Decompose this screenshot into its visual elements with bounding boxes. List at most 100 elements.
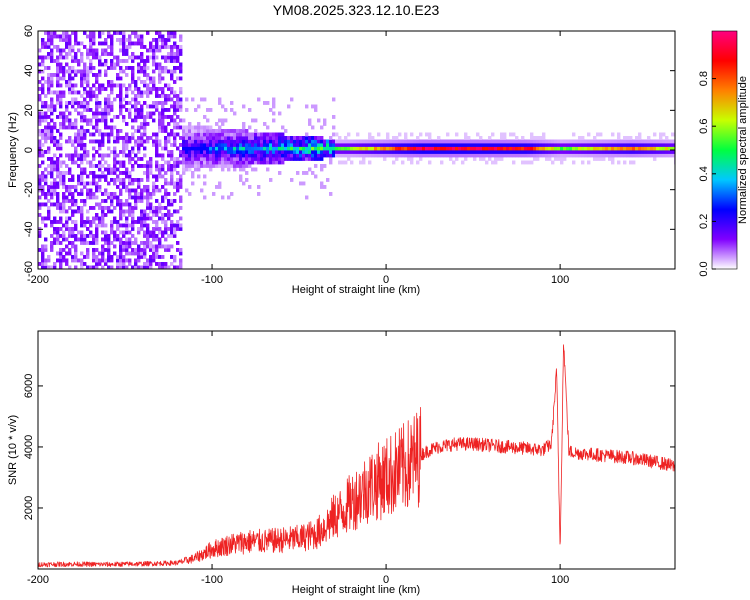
heatmap-cell: [173, 139, 177, 144]
heatmap-cell: [287, 153, 291, 158]
heatmap-cell: [656, 153, 660, 158]
heatmap-cell: [290, 97, 294, 102]
heatmap-cell: [275, 139, 279, 144]
heatmap-cell: [647, 146, 651, 151]
heatmap-cell: [62, 48, 66, 53]
heatmap-cell: [314, 108, 318, 112]
heatmap-cell: [215, 139, 219, 144]
heatmap-cell: [563, 150, 567, 154]
heatmap-cell: [41, 104, 45, 109]
heatmap-cell: [62, 160, 66, 165]
heatmap-cell: [452, 139, 456, 144]
heatmap-cell: [176, 181, 180, 186]
heatmap-cell: [545, 150, 549, 154]
heatmap-cell: [272, 157, 276, 161]
heatmap-cell: [341, 143, 345, 147]
heatmap-cell: [71, 258, 75, 263]
heatmap-cell: [245, 139, 249, 144]
heatmap-cell: [104, 160, 108, 165]
heatmap-cell: [371, 146, 375, 151]
y-tick-label: 4000: [23, 435, 35, 459]
heatmap-cell: [170, 178, 174, 182]
heatmap-cell: [308, 153, 312, 158]
heatmap-cell: [227, 143, 231, 147]
heatmap-cell: [407, 143, 411, 147]
heatmap-cell: [92, 181, 96, 186]
heatmap-cell: [233, 153, 237, 158]
heatmap-cell: [38, 150, 42, 154]
heatmap-cell: [638, 132, 642, 137]
heatmap-cell: [128, 66, 132, 70]
heatmap-cell: [38, 69, 42, 74]
heatmap-cell: [143, 251, 147, 256]
heatmap-cell: [143, 223, 147, 228]
heatmap-cell: [86, 34, 90, 39]
heatmap-cell: [68, 90, 72, 95]
heatmap-cell: [59, 34, 63, 39]
heatmap-cell: [173, 157, 177, 161]
heatmap-cell: [158, 80, 162, 84]
heatmap-cell: [131, 213, 135, 217]
heatmap-cell: [263, 150, 267, 154]
heatmap-cell: [92, 38, 96, 42]
heatmap-cell: [290, 150, 294, 154]
heatmap-cell: [125, 132, 129, 137]
heatmap-cell: [140, 195, 144, 200]
heatmap-cell: [104, 73, 108, 77]
heatmap-cell: [617, 160, 621, 165]
heatmap-cell: [458, 153, 462, 158]
heatmap-cell: [521, 146, 525, 151]
heatmap-cell: [92, 206, 96, 210]
heatmap-cell: [80, 80, 84, 84]
heatmap-cell: [140, 199, 144, 203]
x-tick-label: -100: [201, 574, 223, 586]
heatmap-cell: [68, 178, 72, 182]
heatmap-cell: [167, 244, 171, 249]
heatmap-cell: [140, 122, 144, 126]
heatmap-cell: [251, 139, 255, 144]
heatmap-cell: [263, 153, 267, 158]
heatmap-cell: [521, 139, 525, 144]
heatmap-cell: [443, 146, 447, 151]
heatmap-cell: [140, 125, 144, 130]
heatmap-cell: [146, 188, 150, 193]
heatmap-cell: [167, 192, 171, 196]
heatmap-cell: [41, 118, 45, 123]
heatmap-cell: [203, 150, 207, 154]
heatmap-cell: [500, 157, 504, 161]
heatmap-cell: [248, 125, 252, 130]
heatmap-cell: [437, 139, 441, 144]
heatmap-cell: [68, 125, 72, 130]
heatmap-cell: [224, 136, 228, 140]
heatmap-cell: [161, 157, 165, 161]
heatmap-cell: [209, 160, 213, 165]
heatmap-cell: [659, 139, 663, 144]
heatmap-cell: [143, 164, 147, 168]
heatmap-cell: [251, 157, 255, 161]
heatmap-cell: [131, 157, 135, 161]
heatmap-cell: [293, 150, 297, 154]
heatmap-cell: [122, 223, 126, 228]
heatmap-cell: [158, 143, 162, 147]
heatmap-cell: [110, 104, 114, 109]
heatmap-cell: [140, 251, 144, 256]
heatmap-cell: [305, 171, 309, 175]
heatmap-cell: [212, 139, 216, 144]
heatmap-cell: [155, 223, 159, 228]
heatmap-cell: [68, 76, 72, 81]
heatmap-cell: [92, 157, 96, 161]
heatmap-cell: [146, 73, 150, 77]
heatmap-cell: [620, 146, 624, 151]
heatmap-cell: [527, 160, 531, 165]
heatmap-cell: [140, 132, 144, 137]
heatmap-cell: [296, 153, 300, 158]
heatmap-cell: [167, 136, 171, 140]
heatmap-cell: [218, 101, 222, 105]
heatmap-cell: [140, 223, 144, 228]
heatmap-cell: [173, 59, 177, 63]
heatmap-cell: [521, 160, 525, 165]
heatmap-cell: [206, 164, 210, 168]
heatmap-cell: [104, 241, 108, 245]
heatmap-cell: [125, 265, 129, 269]
heatmap-cell: [44, 178, 48, 182]
